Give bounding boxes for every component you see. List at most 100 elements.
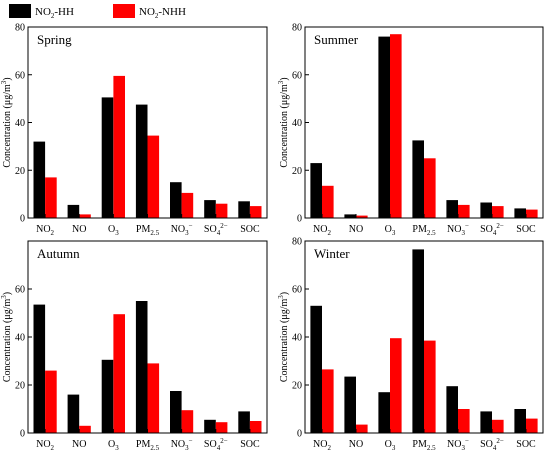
bar-spring-nhh-1	[79, 214, 91, 218]
legend: NO2-HH NO2-NHH	[9, 4, 186, 20]
x-tick-label: SOC	[516, 224, 536, 235]
bar-winter-nhh-2	[390, 338, 402, 433]
y-tick-label: 20	[292, 166, 302, 177]
x-tick-label: NO3−	[171, 437, 193, 452]
bar-autumn-nhh-0	[45, 370, 57, 433]
bar-winter-hh-0	[310, 305, 322, 433]
x-tick-label: NO	[349, 439, 363, 450]
bar-summer-nhh-2	[390, 34, 402, 219]
y-axis-label: Concentration (μg/m3)	[277, 292, 290, 382]
x-tick-label: PM2.5	[136, 439, 160, 452]
bar-spring-hh-4	[170, 182, 182, 218]
legend-swatch-hh	[9, 4, 31, 18]
bar-autumn-hh-5	[204, 419, 216, 433]
bar-summer-hh-3	[412, 140, 424, 218]
y-tick-label: 40	[15, 118, 25, 129]
x-tick-label: SO42−	[480, 222, 504, 237]
bar-summer-nhh-3	[424, 158, 436, 218]
x-tick-label: SOC	[240, 224, 260, 235]
bar-autumn-nhh-2	[113, 314, 125, 433]
panel-title-summer: Summer	[314, 32, 359, 47]
legend-swatch-nhh	[113, 4, 135, 18]
x-tick-label: PM2.5	[412, 439, 436, 452]
y-tick-label: 60	[292, 285, 302, 296]
y-tick-label: 0	[20, 429, 25, 440]
x-tick-label: O3	[108, 439, 119, 452]
y-tick-label: 20	[292, 381, 302, 392]
x-tick-label: NO	[72, 439, 86, 450]
bar-winter-hh-5	[480, 411, 492, 433]
bar-summer-hh-4	[446, 200, 458, 218]
x-tick-label: SOC	[240, 439, 260, 450]
bar-summer-nhh-0	[322, 185, 334, 218]
bar-spring-hh-1	[67, 204, 80, 218]
panel-title-winter: Winter	[314, 246, 350, 261]
y-tick-label: 60	[15, 70, 25, 81]
bar-summer-hh-1	[344, 214, 356, 218]
bar-autumn-nhh-5	[215, 422, 228, 433]
bar-winter-nhh-4	[458, 409, 470, 433]
y-axis-label: Concentration (μg/m3)	[277, 77, 290, 167]
x-tick-label: NO	[72, 224, 86, 235]
legend-label-nhh: NO2-NHH	[139, 6, 186, 20]
bar-autumn-hh-3	[135, 301, 148, 433]
bar-spring-nhh-6	[249, 206, 262, 218]
y-tick-label: 40	[292, 118, 302, 129]
bar-summer-nhh-1	[356, 215, 368, 218]
y-tick-label: 20	[15, 166, 25, 177]
y-tick-label: 0	[297, 214, 302, 225]
bar-summer-hh-0	[310, 163, 322, 218]
bar-winter-hh-4	[446, 386, 458, 433]
x-tick-label: SOC	[516, 439, 536, 450]
bar-autumn-hh-4	[170, 391, 182, 433]
y-axis-label: Concentration (μg/m3)	[0, 292, 13, 382]
bar-winter-nhh-1	[356, 424, 368, 433]
bar-spring-nhh-2	[113, 75, 125, 219]
bar-winter-hh-1	[344, 376, 356, 433]
y-tick-label: 60	[15, 285, 25, 296]
bar-spring-nhh-3	[147, 135, 160, 218]
bar-winter-nhh-6	[526, 418, 538, 433]
x-tick-label: NO3−	[447, 437, 469, 452]
bar-summer-nhh-4	[458, 204, 470, 218]
x-tick-label: NO3−	[171, 222, 193, 237]
bar-winter-hh-2	[378, 392, 390, 433]
panel-autumn: 0 20 40 60 NO2 NO O3 PM2.5 NO3− SO42− SOC Autumn Con…	[0, 240, 268, 452]
bar-autumn-nhh-1	[79, 425, 91, 433]
bar-spring-hh-3	[135, 104, 148, 218]
bar-spring-nhh-5	[215, 203, 228, 218]
x-tick-label: NO3−	[447, 222, 469, 237]
x-tick-label: SO42−	[204, 437, 228, 452]
bar-spring-hh-5	[204, 200, 216, 218]
y-tick-label: 40	[15, 333, 25, 344]
bar-summer-hh-2	[378, 36, 390, 218]
panel-winter: 0 20 40 60 80 NO2 NO O3 PM2.5 NO3− SO42− SOC Winter C…	[277, 237, 544, 452]
panel-title-spring: Spring	[37, 32, 72, 47]
x-tick-label: NO2	[313, 439, 331, 452]
x-tick-label: NO2	[36, 439, 54, 452]
y-tick-label: 40	[292, 333, 302, 344]
bar-spring-hh-2	[101, 97, 114, 218]
y-tick-label: 20	[15, 381, 25, 392]
panel-spring: 0 20 40 60 80 NO2 NO O3 PM2.5 NO3− SO42− SOC Spring C…	[0, 23, 268, 237]
x-tick-label: SO42−	[204, 222, 228, 237]
bar-winter-nhh-5	[492, 419, 504, 433]
bar-autumn-hh-1	[67, 394, 80, 433]
y-tick-label: 80	[15, 23, 25, 34]
bar-summer-hh-5	[480, 202, 492, 218]
y-tick-label: 80	[292, 23, 302, 34]
x-tick-label: SO42−	[480, 437, 504, 452]
x-tick-label: PM2.5	[136, 224, 160, 237]
x-tick-label: PM2.5	[412, 224, 436, 237]
bar-spring-hh-6	[238, 201, 250, 218]
x-tick-label: O3	[385, 224, 396, 237]
y-axis-label: Concentration (μg/m3)	[0, 77, 13, 167]
panel-summer: 0 20 40 60 80 NO2 NO O3 PM2.5 NO3− SO42− SOC Summer C…	[277, 23, 544, 237]
x-tick-label: NO2	[313, 224, 331, 237]
panel-title-autumn: Autumn	[37, 246, 80, 261]
bar-autumn-hh-0	[33, 304, 46, 433]
x-tick-label: NO2	[36, 224, 54, 237]
x-tick-label: O3	[108, 224, 119, 237]
legend-label-hh: NO2-HH	[35, 6, 74, 20]
